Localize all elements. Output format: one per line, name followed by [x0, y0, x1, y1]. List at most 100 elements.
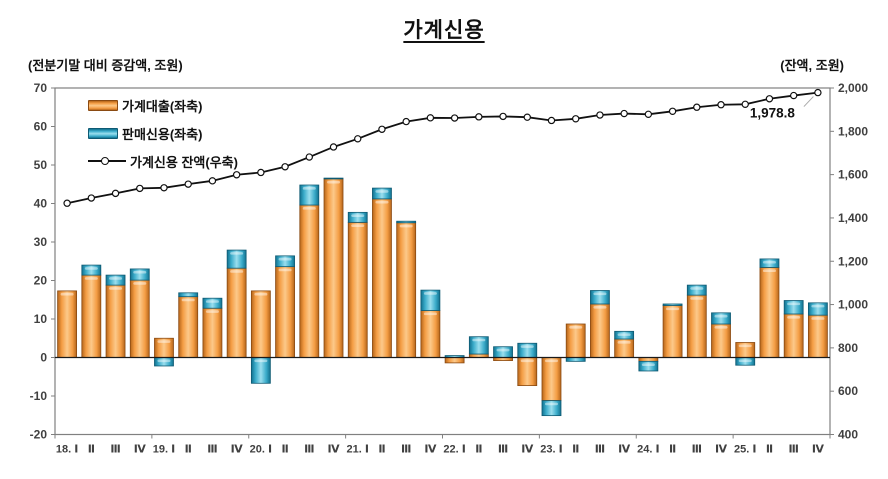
bar-loans [202, 307, 223, 358]
balance-line-marker [208, 177, 217, 185]
balance-line-marker [378, 125, 386, 133]
bar-credit [396, 220, 417, 224]
x-axis-label: Ⅲ [401, 444, 411, 456]
bar-highlight [327, 180, 341, 184]
legend-label-loans: 가계대출(좌축) [122, 98, 203, 114]
balance-line-marker [87, 194, 96, 202]
x-axis-label: Ⅲ [207, 444, 217, 456]
bar-loans [807, 314, 828, 358]
y-axis-left-label: 40 [34, 197, 48, 211]
bar-highlight [787, 302, 801, 306]
balance-line-marker [184, 180, 192, 188]
balance-line-marker [257, 168, 265, 177]
bar-credit [759, 258, 780, 268]
bar-highlight [593, 305, 607, 309]
legend-item-household-loans: 가계대출(좌축) [88, 91, 238, 119]
bar-highlight [278, 268, 292, 272]
x-axis-label: 25. Ⅰ [734, 444, 756, 456]
balance-line-marker [596, 111, 604, 119]
bar-highlight [738, 359, 752, 363]
bar-loans [783, 313, 804, 358]
bar-loans [57, 290, 78, 358]
bar-credit [299, 184, 320, 206]
balance-line-marker [136, 184, 144, 193]
bar-credit [590, 290, 610, 305]
y-axis-left-label: -20 [30, 428, 48, 442]
bar-highlight [811, 304, 825, 308]
bar-loans [226, 267, 247, 358]
balance-line-marker [814, 88, 822, 97]
bar-credit [783, 300, 804, 315]
bar-highlight [133, 282, 147, 285]
x-axis-label: 20. Ⅰ [250, 444, 272, 456]
legend: 가계대출(좌축) 판매신용(좌축) 가계신용 잔액(우축) [88, 91, 238, 175]
balance-annotation: 1,978.8 [750, 106, 796, 121]
balance-line-marker [232, 171, 241, 179]
bar-highlight [762, 260, 776, 264]
bar-highlight [84, 267, 98, 270]
bar-credit [129, 268, 150, 281]
balance-line-marker [499, 112, 507, 121]
x-axis-label: 24. Ⅰ [637, 444, 659, 456]
legend-item-sales-credit: 판매신용(좌축) [88, 119, 238, 147]
legend-item-credit-balance: 가계신용 잔액(우축) [88, 147, 238, 175]
x-axis-label: Ⅲ [595, 444, 605, 456]
bar-credit [226, 249, 247, 269]
x-axis-label: Ⅳ [231, 444, 244, 456]
y-axis-right-label: 1,600 [838, 168, 868, 182]
balance-line-marker [547, 116, 556, 125]
balance-line-marker [644, 110, 653, 119]
bar-credit [420, 289, 441, 311]
bar-credit [372, 187, 392, 200]
y-axis-left-label: 0 [40, 351, 47, 365]
bar-loans [178, 296, 199, 358]
y-axis-left-label: 70 [34, 81, 48, 95]
bar-loans [299, 204, 320, 358]
bar-highlight [133, 270, 147, 274]
bar-credit [807, 302, 828, 316]
bar-credit [323, 177, 344, 180]
balance-line-marker [305, 153, 313, 161]
balance-line-marker [717, 101, 725, 109]
x-axis-label: Ⅲ [788, 444, 798, 456]
legend-label-balance: 가계신용 잔액(우축) [130, 154, 238, 170]
bar-highlight [617, 333, 631, 336]
bar-highlight [205, 300, 219, 303]
bar-highlight [375, 190, 389, 193]
bar-highlight [690, 287, 704, 290]
x-axis-label: 22. Ⅰ [443, 444, 465, 456]
bar-highlight [520, 359, 534, 363]
x-axis-label: Ⅱ [669, 444, 676, 456]
bar-loans [347, 221, 368, 358]
balance-line-marker [741, 100, 749, 109]
bar-credit [468, 336, 489, 355]
balance-line-marker [426, 114, 435, 122]
bar-credit [81, 264, 102, 276]
chart-title: 가계신용 [403, 19, 485, 42]
bar-highlight [544, 402, 558, 406]
balance-line-marker [329, 143, 338, 151]
x-axis-label: Ⅳ [134, 444, 147, 456]
right-axis-unit-label: (잔액, 조원) [780, 58, 844, 73]
balance-line-marker [572, 115, 580, 123]
bar-highlight [423, 312, 437, 316]
x-axis-label: Ⅳ [327, 444, 340, 456]
bar-highlight [157, 340, 171, 343]
x-axis-label: Ⅱ [378, 444, 385, 456]
x-axis-label: Ⅱ [281, 444, 288, 456]
balance-line-marker [281, 163, 289, 171]
balance-line-marker [111, 189, 120, 198]
balance-line-marker [475, 113, 483, 121]
bar-highlight [351, 214, 365, 217]
y-axis-left-label: 20 [34, 274, 48, 288]
bar-highlight [181, 298, 195, 302]
x-axis-label: Ⅳ [715, 444, 728, 456]
x-axis-label: Ⅲ [110, 444, 120, 456]
y-axis-right-label: 800 [838, 341, 858, 355]
bar-loans [105, 284, 126, 358]
x-axis-label: 21. Ⅰ [347, 444, 369, 456]
y-axis-right-label: 600 [838, 384, 858, 398]
bar-highlight [254, 292, 268, 296]
bar-highlight [496, 348, 510, 352]
